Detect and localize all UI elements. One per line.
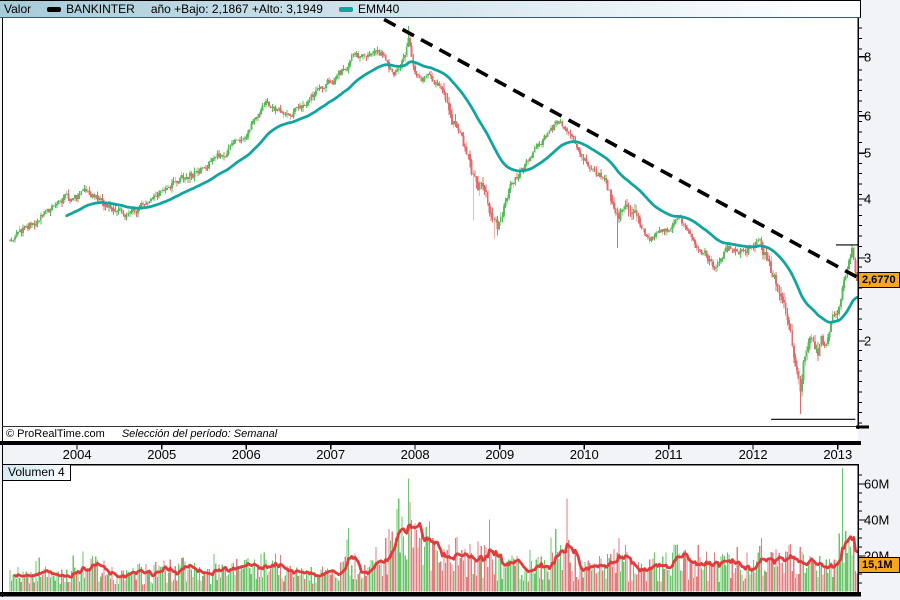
ema-series-swatch-icon — [338, 6, 353, 12]
price-series-swatch-icon — [47, 6, 62, 12]
candlestick-series — [9, 26, 858, 415]
year-label: 2007 — [316, 447, 345, 462]
price-axis-label: 3 — [864, 250, 871, 265]
year-high-low-stats: año +Bajo: 2,1867 +Alto: 3,1949 — [150, 2, 323, 16]
year-label: 2005 — [147, 447, 176, 462]
price-axis: 2 3 4 5 6 8 — [858, 27, 871, 424]
volume-bars — [9, 467, 858, 592]
year-label: 2006 — [232, 447, 261, 462]
period-selection-text[interactable]: Selección del período: Semanal — [121, 428, 278, 440]
trendline-annotations[interactable] — [383, 17, 859, 420]
chart-header: Valor BANKINTER año +Bajo: 2,1867 +Alto:… — [0, 0, 861, 18]
volume-ma-line — [13, 522, 858, 579]
year-label: 2008 — [401, 447, 430, 462]
price-axis-label: 6 — [864, 108, 871, 123]
time-axis: 2004 2005 2006 2007 2008 2009 2010 2011 2012 2013 — [63, 444, 852, 462]
descending-trendline[interactable] — [383, 17, 859, 280]
year-label: 2013 — [823, 447, 852, 462]
year-label: 2004 — [63, 447, 92, 462]
last-price-tag: 2,6770 — [858, 272, 900, 288]
price-axis-label: 4 — [864, 191, 871, 206]
volume-axis-label: 60M — [864, 477, 889, 492]
price-axis-label: 5 — [864, 146, 871, 161]
volume-axis-label: 40M — [864, 513, 889, 528]
year-label: 2012 — [739, 447, 768, 462]
instrument-name[interactable]: BANKINTER — [66, 2, 135, 16]
last-volume-ma-tag: 15,1M — [858, 557, 900, 573]
price-axis-label: 8 — [864, 49, 871, 64]
year-label: 2011 — [655, 447, 683, 462]
price-axis-label: 2 — [864, 334, 871, 349]
footer-line: © ProRealTime.com Selección del período:… — [6, 428, 277, 441]
copyright-text: © ProRealTime.com — [6, 428, 105, 440]
year-label: 2009 — [485, 447, 514, 462]
volume-panel-label[interactable]: Volumen 4 — [2, 464, 71, 481]
ema-name-label[interactable]: EMM40 — [357, 2, 400, 16]
ema40-line — [65, 60, 858, 324]
panel-backgrounds — [2, 16, 858, 592]
panel-type-label[interactable]: Valor — [4, 2, 32, 16]
year-label: 2010 — [570, 447, 599, 462]
